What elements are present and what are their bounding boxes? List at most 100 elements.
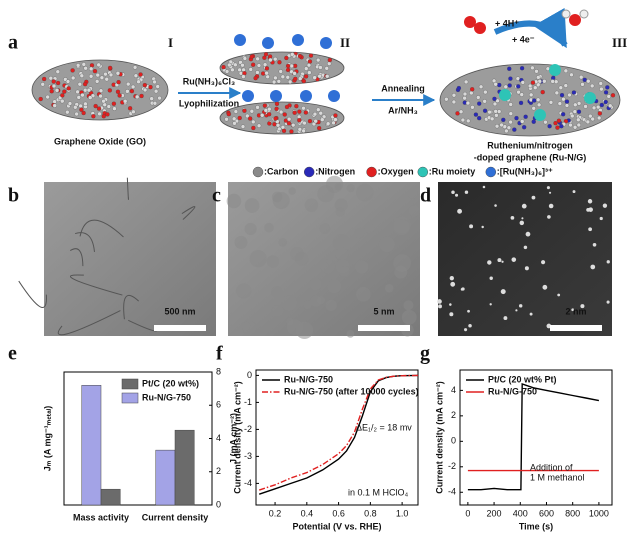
atom (291, 122, 296, 128)
bright-spot (599, 216, 603, 221)
atom (492, 101, 498, 107)
atom (233, 109, 239, 114)
stage-label: III (612, 35, 627, 50)
atom (78, 103, 83, 109)
atom (608, 103, 613, 108)
bright-spot (588, 227, 593, 232)
atom (316, 57, 321, 63)
y-tick-label: -2 (448, 461, 456, 471)
atom (251, 119, 256, 125)
texture (408, 205, 420, 217)
bright-spot (606, 300, 610, 304)
texture (295, 321, 314, 340)
atom (536, 102, 542, 107)
atom (307, 118, 313, 124)
texture (309, 277, 322, 291)
ru-complex (320, 37, 332, 49)
atom (316, 125, 322, 131)
x-tick-label: 1.0 (396, 508, 409, 518)
atom (572, 109, 577, 114)
y-tick-label: -2 (244, 424, 252, 434)
atom (483, 89, 488, 95)
atom (148, 84, 153, 90)
scale-bar-label: 5 nm (373, 306, 394, 316)
atom (281, 128, 287, 134)
bright-spot (500, 289, 506, 295)
bar (81, 385, 102, 506)
y-tick-label: -1 (244, 397, 252, 407)
atom (597, 115, 602, 121)
atom (462, 91, 468, 97)
micrograph (44, 182, 216, 336)
atom (93, 103, 98, 109)
bright-spot (481, 225, 484, 229)
bright-spot (587, 199, 593, 204)
scale-bar (550, 325, 602, 331)
atom (289, 129, 294, 134)
atom (255, 70, 260, 75)
legend-swatch (121, 392, 139, 404)
atom (289, 63, 294, 69)
atom (130, 84, 136, 90)
atom (284, 55, 289, 61)
atom (83, 88, 88, 93)
atom (487, 109, 492, 115)
atom (264, 66, 270, 71)
atom (75, 89, 80, 94)
atom (596, 104, 601, 110)
atom (287, 116, 292, 122)
legend-swatch (252, 166, 264, 178)
texture (379, 236, 395, 253)
atom (301, 78, 306, 84)
atom (532, 98, 537, 103)
x-axis-label: Time (s) (519, 521, 553, 531)
atom (70, 68, 75, 73)
atom (232, 121, 237, 126)
atom (88, 95, 93, 100)
atom (576, 101, 582, 106)
atom (142, 87, 148, 93)
atom (149, 96, 154, 101)
bright-spot (489, 276, 493, 280)
atom (473, 112, 479, 117)
annotation: in 0.1 M HClO₄ (348, 487, 409, 497)
bar (100, 488, 121, 506)
bright-spot (511, 257, 517, 262)
atom (88, 74, 94, 79)
atom (507, 66, 512, 71)
atom (312, 112, 318, 117)
atom (297, 54, 303, 59)
x-tick-label: Current density (142, 512, 209, 522)
ru-complex (262, 37, 274, 49)
atom (494, 113, 499, 118)
atom (603, 90, 609, 95)
texture (332, 233, 350, 251)
atom (249, 109, 254, 114)
texture (355, 260, 369, 274)
atom (523, 114, 528, 119)
atom (506, 125, 512, 130)
atom (304, 66, 309, 71)
atom (83, 66, 88, 71)
annotation: 1 M methanol (530, 472, 585, 482)
bright-spot (548, 191, 552, 194)
atom (556, 118, 562, 123)
scale-bar (154, 325, 206, 331)
atom (536, 82, 541, 87)
atom (531, 119, 536, 124)
bright-spot (449, 303, 452, 306)
atom (231, 116, 237, 121)
atom (598, 81, 603, 86)
atom (476, 95, 481, 100)
atom (60, 93, 65, 98)
atom (237, 115, 242, 121)
atom (588, 113, 593, 119)
atom (478, 84, 484, 89)
y-tick-label: -3 (244, 451, 252, 461)
atom (81, 110, 86, 116)
atom (133, 73, 139, 78)
legend-swatch (304, 166, 315, 178)
wrinkle (70, 274, 123, 296)
atom (520, 80, 525, 85)
atom (242, 56, 248, 61)
